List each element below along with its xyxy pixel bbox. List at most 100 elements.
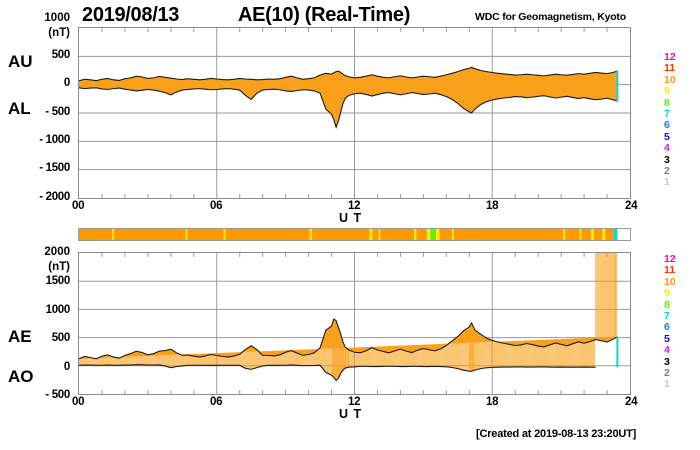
legend-item-9: 9 bbox=[664, 287, 670, 300]
legend-item-8: 8 bbox=[664, 298, 670, 311]
quality-segment bbox=[312, 229, 370, 240]
legend-item-7: 7 bbox=[664, 310, 670, 323]
trace-au bbox=[79, 66, 618, 82]
legend-item-1: 1 bbox=[664, 378, 670, 391]
legend-item-4: 4 bbox=[664, 344, 670, 357]
quality-segment bbox=[414, 229, 417, 240]
trace-al bbox=[79, 87, 618, 129]
created-timestamp: [Created at 2019-08-13 23:20UT] bbox=[476, 428, 637, 440]
quality-segment bbox=[593, 229, 603, 240]
quality-segment bbox=[613, 229, 618, 240]
legend-item-5: 5 bbox=[664, 332, 670, 345]
quality-segment bbox=[378, 229, 381, 240]
quality-segment bbox=[225, 229, 310, 240]
quality-segment bbox=[436, 229, 440, 240]
quality-segment bbox=[439, 229, 453, 240]
legend-item-10: 10 bbox=[664, 275, 676, 288]
legend-item-11: 11 bbox=[664, 62, 676, 75]
legend-item-6: 6 bbox=[664, 119, 670, 132]
quality-segment bbox=[309, 229, 313, 240]
bottom-axis-unit-2000: 2000 bbox=[44, 246, 70, 258]
bottom-xtick-06: 06 bbox=[210, 396, 223, 408]
component-label-ae: AE bbox=[8, 327, 32, 346]
top-xaxis-title: U T bbox=[339, 211, 363, 225]
legend-item-12: 12 bbox=[664, 51, 676, 63]
top-ytick-neg2000: - 2000 bbox=[39, 191, 70, 203]
credit-label: WDC for Geomagnetism, Kyoto bbox=[475, 11, 626, 23]
k-index-legend-top: 12 11 10 9 8 7 6 5 4 3 2 1 bbox=[664, 51, 690, 189]
quality-segment bbox=[416, 229, 427, 240]
bottom-xtick-18: 18 bbox=[486, 396, 499, 408]
bottom-xtick-00: 00 bbox=[72, 396, 85, 408]
quality-segment bbox=[369, 229, 373, 240]
top-xtick-18: 18 bbox=[486, 200, 499, 212]
page-title: AE(10) (Real-Time) bbox=[238, 4, 411, 26]
quality-segment bbox=[453, 229, 564, 240]
top-xtick-12: 12 bbox=[348, 200, 361, 212]
quality-segment bbox=[565, 229, 580, 240]
k-index-legend-bottom: 12 11 10 9 8 7 6 5 4 3 2 1 bbox=[664, 253, 690, 391]
legend-item-2: 2 bbox=[664, 367, 670, 380]
legend-item-12: 12 bbox=[664, 253, 676, 265]
chart-au-al[interactable] bbox=[78, 27, 631, 199]
chart-au-al-canvas bbox=[79, 28, 630, 198]
chart-ae-ao-canvas bbox=[79, 253, 630, 394]
chart-ae-ao[interactable] bbox=[78, 252, 631, 395]
legend-item-3: 3 bbox=[664, 153, 670, 166]
top-ytick-neg1000: - 1000 bbox=[39, 134, 70, 146]
legend-item-1: 1 bbox=[664, 176, 670, 189]
quality-segment bbox=[426, 229, 431, 240]
quality-segment bbox=[579, 229, 582, 240]
legend-item-3: 3 bbox=[664, 355, 670, 368]
legend-item-5: 5 bbox=[664, 130, 670, 143]
quality-segment bbox=[112, 229, 114, 240]
top-axis-unit-1000: 1000 bbox=[44, 12, 70, 24]
quality-segment bbox=[590, 229, 594, 240]
legend-item-11: 11 bbox=[664, 264, 676, 277]
quality-segment bbox=[602, 229, 606, 240]
legend-item-8: 8 bbox=[664, 96, 670, 109]
top-ytick-0: 0 bbox=[63, 77, 70, 89]
quality-segment bbox=[372, 229, 379, 240]
quality-segment bbox=[79, 229, 113, 240]
quality-segment bbox=[185, 229, 188, 240]
trace-ao bbox=[79, 364, 596, 382]
quality-segment bbox=[113, 229, 186, 240]
bottom-ytick-0: 0 bbox=[63, 361, 70, 373]
legend-item-4: 4 bbox=[664, 142, 670, 155]
component-label-ao: AO bbox=[8, 367, 34, 386]
quality-segment bbox=[605, 229, 614, 240]
quality-colorbar-canvas bbox=[79, 229, 630, 240]
bottom-xtick-24: 24 bbox=[625, 396, 638, 408]
quality-segment bbox=[223, 229, 226, 240]
component-label-au: AU bbox=[8, 52, 33, 71]
top-xtick-24: 24 bbox=[625, 200, 638, 212]
legend-item-2: 2 bbox=[664, 165, 670, 178]
bottom-ytick-500: 500 bbox=[51, 332, 71, 344]
legend-item-10: 10 bbox=[664, 73, 676, 86]
top-axis-unit-label: (nT) bbox=[48, 27, 70, 39]
bottom-ytick-neg500: - 500 bbox=[45, 389, 70, 401]
legend-item-7: 7 bbox=[664, 108, 670, 121]
bottom-xaxis-title: U T bbox=[339, 407, 363, 421]
top-ytick-neg500: - 500 bbox=[45, 106, 70, 118]
top-xtick-00: 00 bbox=[72, 200, 85, 212]
top-ytick-500: 500 bbox=[51, 49, 71, 61]
quality-segment bbox=[430, 229, 437, 240]
bottom-axis-unit-label: (nT) bbox=[48, 261, 70, 273]
component-label-al: AL bbox=[8, 99, 31, 118]
bottom-ytick-1000: 1000 bbox=[45, 304, 71, 316]
legend-item-9: 9 bbox=[664, 85, 670, 98]
quality-segment bbox=[617, 229, 630, 240]
quality-segment bbox=[380, 229, 415, 240]
page-title-date: 2019/08/13 bbox=[82, 4, 180, 26]
bottom-xtick-12: 12 bbox=[348, 396, 361, 408]
top-ytick-neg1500: - 1500 bbox=[39, 162, 70, 174]
legend-item-6: 6 bbox=[664, 321, 670, 334]
quality-colorbar[interactable] bbox=[78, 228, 631, 241]
quality-segment bbox=[581, 229, 591, 240]
quality-segment bbox=[452, 229, 454, 240]
quality-segment bbox=[187, 229, 224, 240]
top-xtick-06: 06 bbox=[210, 200, 223, 212]
bottom-ytick-1500: 1500 bbox=[45, 275, 71, 287]
